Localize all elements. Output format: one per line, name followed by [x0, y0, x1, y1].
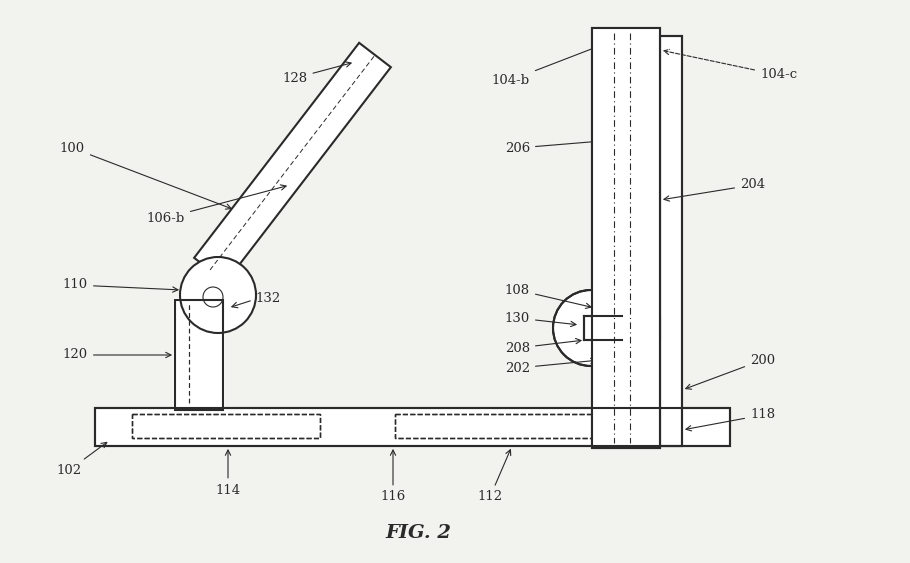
Bar	[175, 300, 223, 410]
Bar	[592, 28, 660, 448]
Text: 130: 130	[505, 311, 576, 327]
Bar	[173, 298, 225, 412]
Text: 108: 108	[505, 284, 592, 309]
Text: FIG. 2: FIG. 2	[386, 524, 451, 542]
Polygon shape	[194, 43, 391, 282]
Text: 110: 110	[63, 279, 178, 292]
Bar	[95, 408, 730, 446]
Bar	[395, 414, 630, 438]
Text: 118: 118	[686, 409, 775, 431]
Text: 208: 208	[505, 338, 581, 355]
Text: 120: 120	[63, 348, 171, 361]
Text: 200: 200	[686, 354, 775, 389]
Circle shape	[180, 257, 256, 333]
Bar	[592, 28, 660, 448]
Text: 114: 114	[216, 450, 240, 497]
Bar	[132, 414, 320, 438]
Bar	[660, 36, 682, 446]
Circle shape	[553, 290, 629, 366]
Text: 202: 202	[505, 358, 596, 374]
Text: 128: 128	[282, 62, 351, 84]
Text: 104-c: 104-c	[664, 50, 797, 82]
Text: 204: 204	[664, 178, 765, 201]
Text: 116: 116	[380, 450, 406, 503]
Bar	[592, 28, 660, 448]
Bar	[175, 300, 223, 410]
Text: 100: 100	[60, 141, 231, 209]
Bar	[95, 408, 730, 446]
Bar	[584, 316, 660, 340]
Text: 206: 206	[505, 138, 610, 154]
Text: 132: 132	[255, 292, 280, 305]
Bar	[395, 414, 630, 438]
Bar	[132, 414, 320, 438]
Bar	[660, 36, 682, 446]
Text: 104-b: 104-b	[492, 39, 616, 87]
Text: 112: 112	[478, 450, 511, 503]
Text: 106-b: 106-b	[147, 185, 286, 225]
Text: 102: 102	[56, 443, 106, 476]
